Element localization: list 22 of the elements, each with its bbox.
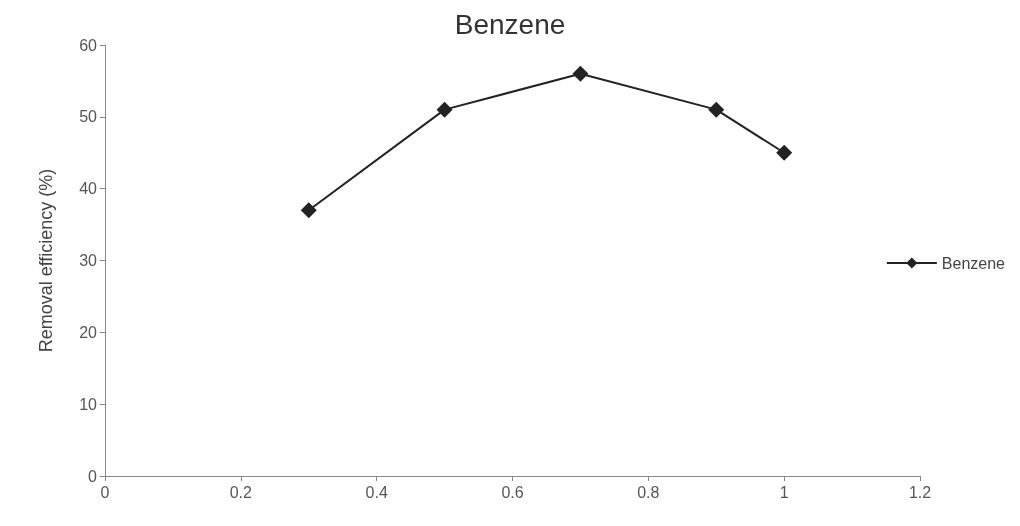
- y-tick-label: 20: [79, 323, 98, 341]
- x-tick-label: 0.6: [501, 483, 524, 501]
- y-tick-label: 30: [79, 252, 98, 269]
- point: [300, 202, 317, 219]
- y-tick-label: 50: [79, 108, 98, 126]
- x-tick-label: 1.2: [908, 483, 932, 501]
- x-tick-label: 0.2: [229, 483, 253, 501]
- y-axis-title: Removal efficiency (%): [36, 168, 56, 353]
- point: [572, 65, 589, 82]
- point: [708, 101, 725, 118]
- y-tick-label: 10: [79, 395, 98, 413]
- x-tick-label: 0: [100, 483, 110, 501]
- chart-title: Benzene: [454, 8, 566, 40]
- x-tick-label: 0.4: [365, 483, 388, 501]
- y-tick-label: 0: [88, 467, 98, 485]
- y-tick-label: 40: [79, 180, 98, 198]
- point: [436, 101, 453, 118]
- y-tick-label: 60: [79, 36, 98, 54]
- legend-label: Benzene: [941, 254, 1006, 272]
- x-tick-label: 0.8: [637, 483, 660, 501]
- point: [776, 144, 793, 161]
- x-tick-label: 1: [779, 483, 789, 501]
